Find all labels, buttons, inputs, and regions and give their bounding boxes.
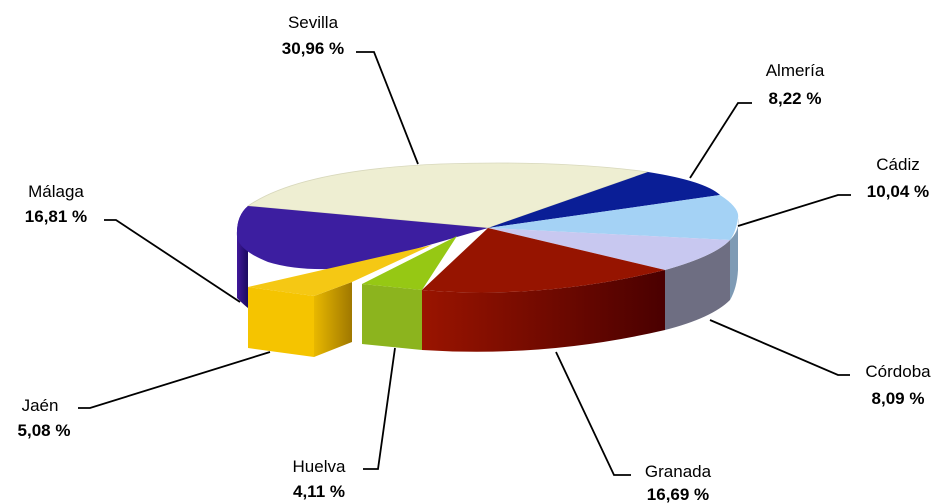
slice-top-cordoba [488,228,730,270]
leader-huelva [363,347,396,470]
slice-label-granada: Granada 16,69 % [645,462,712,503]
slice-value: 4,11 % [293,482,345,501]
leader-cadiz [737,194,851,227]
slice-top-jaen [248,245,432,296]
leader-granada [555,351,631,476]
leader-sevilla [356,51,419,165]
slice-name: Huelva [293,457,346,476]
slice-value: 10,04 % [867,182,929,201]
slice-side-huelva [362,284,422,350]
slice-side-jaen [314,282,352,357]
slice-top-granada [422,228,665,293]
slice-name: Córdoba [865,362,931,381]
slice-top-almeria [488,172,720,228]
slice-label-huelva: Huelva 4,11 % [293,457,346,501]
slice-label-cordoba: Córdoba 8,09 % [865,362,931,408]
slice-top-huelva [362,236,457,290]
slice-top-malaga [236,206,488,270]
slice-label-malaga: Málaga 16,81 % [25,182,87,226]
slice-name: Almería [766,61,825,80]
slice-value: 8,22 % [769,89,822,108]
slice-name: Granada [645,462,712,481]
slice-value: 8,09 % [872,389,925,408]
slice-side-granada [422,270,665,352]
slice-label-almeria: Almería 8,22 % [766,61,825,108]
slice-side-cordoba [665,240,730,330]
leader-almeria [689,102,752,179]
slice-label-cadiz: Cádiz 10,04 % [867,155,929,201]
slice-top-sevilla [246,162,649,229]
leader-malaga [104,219,241,303]
slice-top-cadiz [488,195,739,240]
slice-label-jaen: Jaén 5,08 % [18,396,71,440]
slice-name: Málaga [28,182,84,201]
slice-value: 5,08 % [18,421,71,440]
leader-cordoba [709,319,850,376]
slice-name: Sevilla [288,13,339,32]
slice-value: 30,96 % [282,39,344,58]
slice-name: Cádiz [876,155,919,174]
slice-value: 16,69 % [647,485,709,503]
slice-name: Jaén [22,396,59,415]
leader-jaen [78,351,271,409]
slice-label-sevilla: Sevilla 30,96 % [282,13,344,58]
slice-side-cadiz [730,218,739,300]
slice-value: 16,81 % [25,207,87,226]
slice-front-jaen [248,287,314,357]
